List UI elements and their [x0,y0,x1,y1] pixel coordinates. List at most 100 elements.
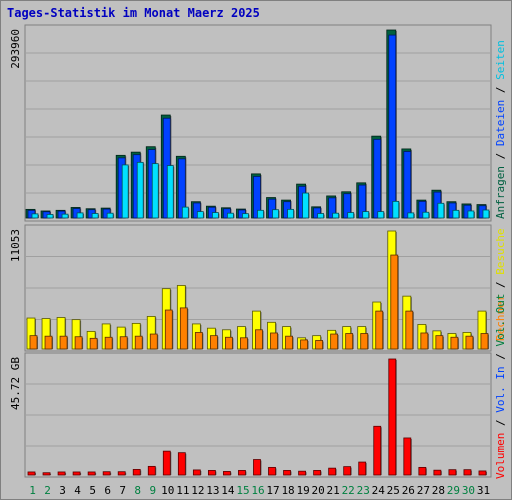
bar-rechner-day-4-face [74,336,83,350]
bar-rechner-day-12-face [194,332,203,350]
bar-dateien-day-11 [177,158,187,219]
chart-title: Tages-Statistik im Monat Maerz 2025 [7,6,260,20]
day-label-21: 21 [327,484,340,497]
bar-seiten-day-5 [91,213,100,219]
day-label-5: 5 [89,484,96,497]
bar-volumen-day-23-face [358,461,367,476]
bar-dateien-day-24 [373,138,382,219]
bar-seiten-day-3-face [61,213,69,219]
legend-hits-files-pages-part-5: Seiten [494,40,507,80]
bar-seiten-day-25 [392,200,400,219]
bar-volumen-day-28 [433,469,442,476]
bar-seiten-day-6-face [106,212,114,219]
day-label-30: 30 [462,484,475,497]
bar-seiten-day-21-face [332,212,340,219]
bar-volumen-day-31-face [478,470,487,476]
day-label-6: 6 [104,484,111,497]
bar-rechner-day-10-face [164,309,173,350]
bar-dateien-day-16-face [253,176,261,219]
bar-dateien-day-26 [403,151,412,219]
bar-rechner-day-2 [44,335,54,350]
bar-rechner-day-30 [465,335,474,350]
bar-seiten-day-27 [422,211,430,219]
bar-rechner-day-1 [29,335,38,350]
bar-volumen-day-20 [313,470,322,476]
bar-dateien-day-23-face [358,184,367,219]
day-label-13: 13 [206,484,219,497]
bar-seiten-day-15 [242,213,250,219]
bar-volumen-day-5 [87,471,97,476]
bar-dateien-day-17 [268,198,277,219]
bar-volumen-day-23 [358,461,367,476]
bar-rechner-day-6 [104,336,114,350]
day-label-23: 23 [357,484,370,497]
bar-volumen-day-29-face [448,469,457,476]
bar-seiten-day-31 [482,209,490,219]
bar-volumen-day-8 [132,469,142,476]
bar-rechner-day-21 [330,333,339,350]
legend-hosts-visits-part-2: / [494,275,507,295]
bar-dateien-day-22-face [343,193,352,219]
bar-volumen-day-17 [268,466,277,476]
bar-seiten-day-10-face [166,165,174,219]
bar-rechner-day-31-face [480,333,489,350]
bar-volumen-day-1 [27,471,36,476]
bar-rechner-day-8 [134,335,144,350]
bar-seiten-day-26-face [407,212,415,219]
bar-volumen-day-24-face [373,425,382,476]
bar-volumen-day-30-face [463,469,472,476]
bar-volumen-day-31 [478,470,487,476]
bar-seiten-day-14-face [227,212,234,219]
bar-seiten-day-8 [136,161,145,219]
legend-volume-part-2: / [494,413,507,433]
bar-volumen-day-28-face [433,469,442,476]
bar-volumen-day-13 [207,470,217,476]
bar-seiten-day-1-face [31,213,39,219]
bar-volumen-day-22-face [343,466,352,476]
bar-volumen-day-25 [388,358,397,476]
bar-volumen-day-7 [117,471,127,476]
bar-volumen-day-1-face [27,471,36,476]
bar-rechner-day-29-face [450,336,459,350]
bar-volumen-day-21-face [328,467,337,476]
legend-volume-part-3: Vol. In [494,366,507,412]
bar-rechner-day-3 [59,335,69,350]
bar-rechner-day-1-face [29,335,38,350]
bar-seiten-day-18 [287,208,295,219]
bar-volumen-day-12 [192,469,202,476]
bar-seiten-day-13-face [211,212,219,219]
bar-rechner-day-13-face [209,335,218,350]
bar-volumen-day-10-face [162,450,171,476]
bar-rechner-day-21-face [330,333,339,350]
bar-seiten-day-12-face [196,211,204,219]
legend-volume-part-4: / [494,347,507,367]
legend-hits-files-pages-part-2: / [494,146,507,166]
day-label-11: 11 [176,484,189,497]
bar-rechner-day-20-face [315,340,324,350]
bar-volumen-day-12-face [192,469,201,476]
bar-rechner-day-5-face [89,337,98,350]
bar-rechner-day-10 [164,309,174,350]
bar-volumen-day-25-face [388,358,397,476]
bar-rechner-day-20 [315,340,324,350]
bar-seiten-day-9 [151,163,160,219]
bar-rechner-day-8-face [134,335,143,350]
bar-seiten-day-28-face [437,202,445,219]
bar-dateien-day-27-face [418,200,427,219]
bar-seiten-day-20-face [317,213,325,219]
bar-seiten-day-4-face [76,212,84,219]
bar-rechner-day-14 [225,336,234,350]
bar-dateien-day-17-face [268,198,276,219]
bar-seiten-day-11-face [181,206,189,219]
day-label-4: 4 [74,484,81,497]
day-label-19: 19 [296,484,309,497]
bar-volumen-day-18-face [283,470,291,476]
bar-rechner-day-15-face [240,337,248,350]
bar-volumen-day-11 [177,452,187,476]
bar-rechner-day-9-face [149,333,158,350]
day-label-16: 16 [251,484,264,497]
bar-volumen-day-15-face [238,470,246,476]
bar-rechner-day-9 [149,333,159,350]
bar-volumen-day-5-face [87,471,96,476]
legend-hits-files-pages-part-3: Dateien [494,100,507,146]
